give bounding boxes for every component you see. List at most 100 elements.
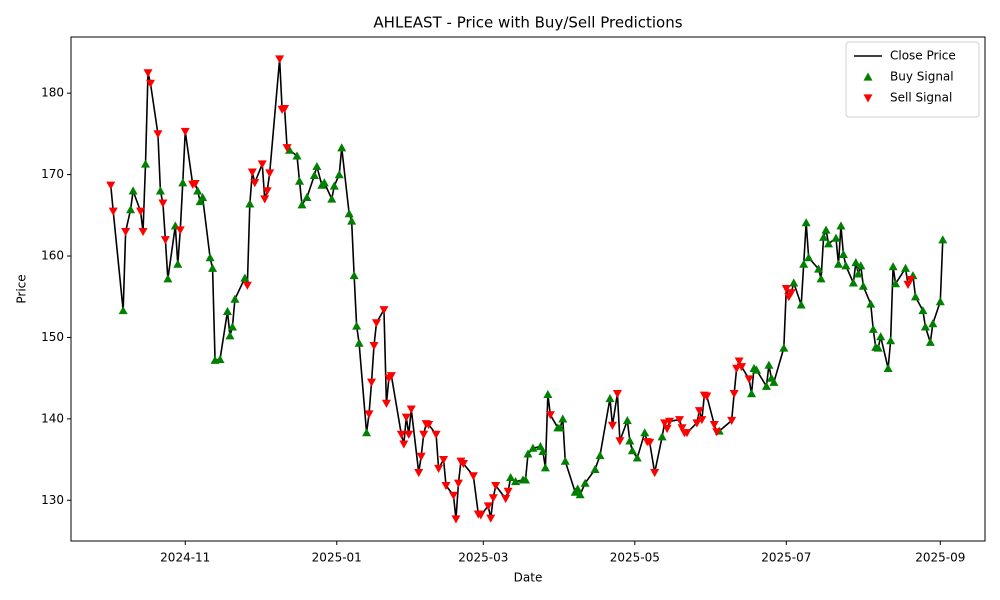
- buy-marker: [640, 428, 650, 437]
- buy-marker: [560, 456, 570, 465]
- sell-marker: [386, 372, 396, 381]
- sell-marker: [607, 421, 617, 430]
- sell-marker: [734, 357, 744, 366]
- buy-marker: [312, 161, 322, 171]
- buy-marker: [198, 192, 208, 202]
- buy-marker: [538, 446, 548, 456]
- sell-marker: [692, 419, 702, 428]
- sell-marker: [905, 276, 915, 285]
- sell-marker: [483, 502, 493, 511]
- buy-marker: [178, 178, 188, 187]
- buy-marker: [302, 192, 312, 202]
- buy-marker: [573, 484, 583, 493]
- legend-label: Close Price: [890, 49, 956, 63]
- buy-marker: [580, 478, 590, 487]
- buy-marker: [799, 259, 809, 268]
- sell-marker: [434, 464, 444, 474]
- sell-marker: [419, 430, 429, 439]
- sell-marker: [379, 306, 389, 315]
- buy-marker: [352, 321, 362, 330]
- buy-marker: [215, 354, 225, 364]
- x-tick-label: 2025-05: [610, 551, 660, 565]
- buy-marker: [928, 319, 938, 328]
- sell-marker: [453, 479, 463, 488]
- buy-marker: [329, 181, 339, 190]
- x-tick-label: 2025-09: [915, 551, 965, 565]
- y-tick-label: 170: [41, 167, 64, 181]
- sell-marker: [682, 429, 692, 438]
- buy-marker: [118, 306, 128, 315]
- sell-marker: [665, 417, 675, 426]
- buy-marker: [506, 472, 516, 482]
- buy-marker: [814, 264, 824, 273]
- sell-marker: [369, 341, 379, 351]
- buy-marker: [901, 263, 911, 272]
- buy-marker: [747, 389, 757, 398]
- buy-marker: [344, 209, 354, 218]
- sell-marker: [121, 227, 131, 237]
- sell-marker: [744, 375, 754, 384]
- buy-marker: [627, 446, 637, 455]
- buy-marker: [126, 205, 136, 214]
- x-tick-label: 2025-03: [458, 551, 508, 565]
- sell-marker: [488, 494, 498, 503]
- buy-marker: [297, 200, 307, 209]
- buy-marker: [523, 449, 533, 458]
- sell-marker: [694, 407, 704, 416]
- buy-marker: [327, 194, 337, 203]
- sell-marker: [158, 199, 168, 208]
- sell-marker: [106, 181, 116, 190]
- sell-marker: [143, 69, 153, 78]
- sell-marker: [697, 416, 707, 425]
- sell-marker: [612, 390, 622, 399]
- sell-marker: [364, 410, 374, 419]
- sell-marker: [262, 187, 272, 196]
- buy-marker: [590, 464, 600, 473]
- buy-marker: [208, 263, 218, 272]
- buy-marker: [761, 381, 771, 390]
- buy-marker: [511, 477, 521, 486]
- buy-marker: [918, 306, 928, 315]
- buy-marker: [841, 261, 851, 270]
- sell-marker: [190, 179, 200, 189]
- buy-marker: [891, 279, 901, 288]
- sell-marker: [416, 452, 426, 461]
- sell-marker: [242, 281, 252, 290]
- buy-marker: [836, 221, 846, 230]
- buy-marker: [540, 463, 550, 472]
- sell-marker: [503, 487, 513, 496]
- buy-marker: [873, 343, 883, 352]
- sell-marker: [153, 130, 163, 139]
- buy-marker: [858, 281, 868, 290]
- sell-marker: [431, 430, 441, 439]
- sell-marker: [737, 363, 747, 372]
- sell-marker: [260, 195, 270, 204]
- buy-marker: [349, 271, 359, 280]
- chart-title: AHLEAST - Price with Buy/Sell Prediction…: [373, 14, 682, 32]
- sell-marker: [371, 319, 381, 328]
- y-axis-label: Price: [15, 274, 29, 303]
- buy-marker: [543, 389, 553, 399]
- y-tick-label: 180: [41, 86, 64, 100]
- sell-marker: [399, 440, 409, 449]
- sell-marker: [476, 511, 486, 520]
- sell-marker: [439, 455, 449, 465]
- buy-marker: [821, 225, 831, 234]
- buy-marker: [764, 360, 774, 369]
- sell-marker: [257, 160, 267, 169]
- buy-marker: [605, 394, 615, 403]
- legend-swatch: [863, 94, 873, 103]
- buy-marker: [848, 278, 858, 287]
- buy-marker: [910, 292, 920, 301]
- sell-marker: [727, 416, 737, 425]
- buy-marker: [804, 253, 814, 262]
- sell-marker: [491, 482, 501, 491]
- sell-marker: [265, 169, 275, 178]
- buy-marker: [334, 170, 344, 179]
- sell-marker: [108, 207, 118, 216]
- buy-marker: [868, 324, 878, 333]
- sell-marker: [662, 425, 672, 434]
- y-tick-label: 130: [41, 493, 64, 507]
- sell-marker: [175, 226, 185, 235]
- buy-marker: [521, 475, 531, 484]
